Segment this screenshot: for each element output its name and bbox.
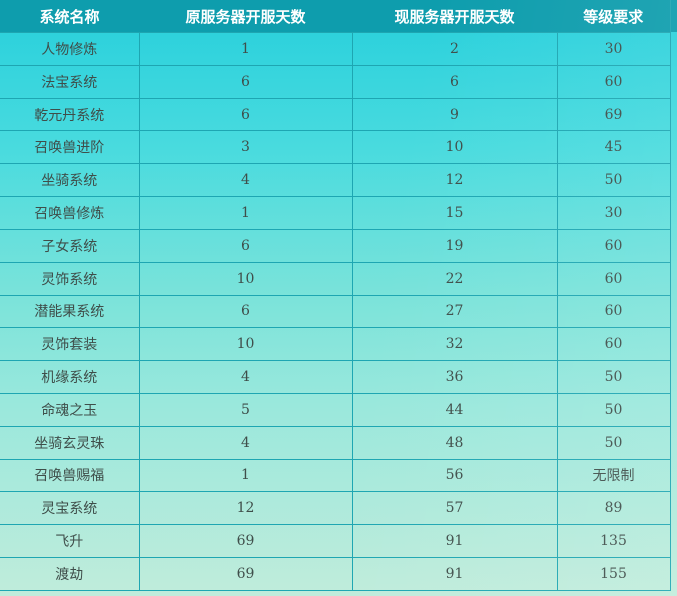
cell-original-server-days: 4 bbox=[138, 163, 352, 198]
cell-current-server-days: 15 bbox=[351, 196, 557, 230]
cell-original-server-days: 3 bbox=[138, 130, 352, 165]
cell-current-server-days: 12 bbox=[351, 163, 557, 198]
cell-original-server-days: 4 bbox=[138, 360, 352, 394]
column-header-original-server-days: 原服务器开服天数 bbox=[139, 0, 352, 33]
cell-level-requirement: 60 bbox=[556, 327, 670, 362]
cell-level-requirement: 60 bbox=[556, 65, 670, 99]
cell-current-server-days: 2 bbox=[351, 32, 557, 66]
cell-original-server-days: 1 bbox=[138, 196, 352, 230]
cell-level-requirement: 50 bbox=[556, 426, 670, 460]
table-body: 人物修炼 1 2 30 法宝系统 6 6 60 乾元丹系统 6 9 69 召唤兽进阶 3 10 45 坐骑系统 4… bbox=[0, 32, 670, 591]
table-row: 子女系统 6 19 60 bbox=[0, 229, 670, 263]
cell-level-requirement: 155 bbox=[556, 557, 670, 591]
cell-current-server-days: 91 bbox=[351, 524, 557, 558]
cell-current-server-days: 32 bbox=[351, 327, 557, 362]
table-header: 系统名称 原服务器开服天数 现服务器开服天数 等级要求 bbox=[0, 0, 670, 33]
table-row: 人物修炼 1 2 30 bbox=[0, 32, 670, 66]
cell-current-server-days: 57 bbox=[351, 491, 557, 526]
cell-system-name: 法宝系统 bbox=[0, 65, 139, 99]
table-row: 召唤兽进阶 3 10 45 bbox=[0, 130, 670, 165]
cell-current-server-days: 19 bbox=[351, 229, 557, 263]
cell-original-server-days: 6 bbox=[138, 229, 352, 263]
table-row: 召唤兽修炼 1 15 30 bbox=[0, 196, 670, 230]
cell-level-requirement: 135 bbox=[556, 524, 670, 558]
cell-original-server-days: 10 bbox=[138, 327, 352, 362]
cell-system-name: 人物修炼 bbox=[0, 32, 139, 66]
table-row: 机缘系统 4 36 50 bbox=[0, 360, 670, 394]
cell-current-server-days: 48 bbox=[351, 426, 557, 460]
table-row: 乾元丹系统 6 9 69 bbox=[0, 98, 670, 132]
cell-original-server-days: 5 bbox=[138, 393, 352, 427]
cell-system-name: 召唤兽修炼 bbox=[0, 196, 139, 230]
cell-system-name: 命魂之玉 bbox=[0, 393, 139, 427]
cell-level-requirement: 60 bbox=[556, 295, 670, 329]
cell-original-server-days: 1 bbox=[138, 459, 352, 493]
cell-system-name: 机缘系统 bbox=[0, 360, 139, 394]
cell-original-server-days: 4 bbox=[138, 426, 352, 460]
cell-system-name: 子女系统 bbox=[0, 229, 139, 263]
column-header-level-requirement: 等级要求 bbox=[557, 0, 670, 33]
table-row: 坐骑系统 4 12 50 bbox=[0, 163, 670, 198]
cell-current-server-days: 6 bbox=[351, 65, 557, 99]
cell-original-server-days: 1 bbox=[138, 32, 352, 66]
cell-system-name: 坐骑玄灵珠 bbox=[0, 426, 139, 460]
cell-current-server-days: 56 bbox=[351, 459, 557, 493]
cell-level-requirement: 30 bbox=[556, 196, 670, 230]
cell-level-requirement: 45 bbox=[556, 130, 670, 165]
cell-current-server-days: 9 bbox=[351, 98, 557, 132]
cell-system-name: 渡劫 bbox=[0, 557, 139, 591]
cell-system-name: 潜能果系统 bbox=[0, 295, 139, 329]
column-header-current-server-days: 现服务器开服天数 bbox=[352, 0, 557, 33]
cell-original-server-days: 69 bbox=[138, 557, 352, 591]
cell-original-server-days: 6 bbox=[138, 295, 352, 329]
cell-system-name: 灵宝系统 bbox=[0, 491, 139, 526]
cell-level-requirement: 无限制 bbox=[556, 459, 670, 493]
cell-original-server-days: 10 bbox=[138, 262, 352, 296]
cell-current-server-days: 44 bbox=[351, 393, 557, 427]
cell-original-server-days: 6 bbox=[138, 65, 352, 99]
table-row: 命魂之玉 5 44 50 bbox=[0, 393, 670, 427]
table-row: 渡劫 69 91 155 bbox=[0, 557, 670, 591]
cell-level-requirement: 30 bbox=[556, 32, 670, 66]
table-row: 灵宝系统 12 57 89 bbox=[0, 491, 670, 526]
cell-system-name: 召唤兽赐福 bbox=[0, 459, 139, 493]
cell-level-requirement: 50 bbox=[556, 393, 670, 427]
table-row: 潜能果系统 6 27 60 bbox=[0, 295, 670, 329]
cell-level-requirement: 50 bbox=[556, 360, 670, 394]
table-row: 灵饰系统 10 22 60 bbox=[0, 262, 670, 296]
cell-level-requirement: 89 bbox=[556, 491, 670, 526]
cell-original-server-days: 12 bbox=[138, 491, 352, 526]
table-row: 飞升 69 91 135 bbox=[0, 524, 670, 558]
cell-system-name: 灵饰套装 bbox=[0, 327, 139, 362]
table-row: 召唤兽赐福 1 56 无限制 bbox=[0, 459, 670, 493]
cell-current-server-days: 10 bbox=[351, 130, 557, 165]
cell-level-requirement: 60 bbox=[556, 262, 670, 296]
cell-original-server-days: 6 bbox=[138, 98, 352, 132]
cell-original-server-days: 69 bbox=[138, 524, 352, 558]
table-row: 灵饰套装 10 32 60 bbox=[0, 327, 670, 362]
cell-system-name: 乾元丹系统 bbox=[0, 98, 139, 132]
cell-current-server-days: 27 bbox=[351, 295, 557, 329]
cell-system-name: 坐骑系统 bbox=[0, 163, 139, 198]
cell-system-name: 飞升 bbox=[0, 524, 139, 558]
cell-level-requirement: 69 bbox=[556, 98, 670, 132]
table-row: 坐骑玄灵珠 4 48 50 bbox=[0, 426, 670, 460]
table-row: 法宝系统 6 6 60 bbox=[0, 65, 670, 99]
column-header-system-name: 系统名称 bbox=[0, 0, 139, 33]
cell-current-server-days: 36 bbox=[351, 360, 557, 394]
cell-level-requirement: 60 bbox=[556, 229, 670, 263]
header-background-extension bbox=[670, 0, 677, 32]
cell-system-name: 召唤兽进阶 bbox=[0, 130, 139, 165]
cell-system-name: 灵饰系统 bbox=[0, 262, 139, 296]
header-row: 系统名称 原服务器开服天数 现服务器开服天数 等级要求 bbox=[0, 0, 670, 33]
cell-current-server-days: 22 bbox=[351, 262, 557, 296]
cell-current-server-days: 91 bbox=[351, 557, 557, 591]
cell-level-requirement: 50 bbox=[556, 163, 670, 198]
